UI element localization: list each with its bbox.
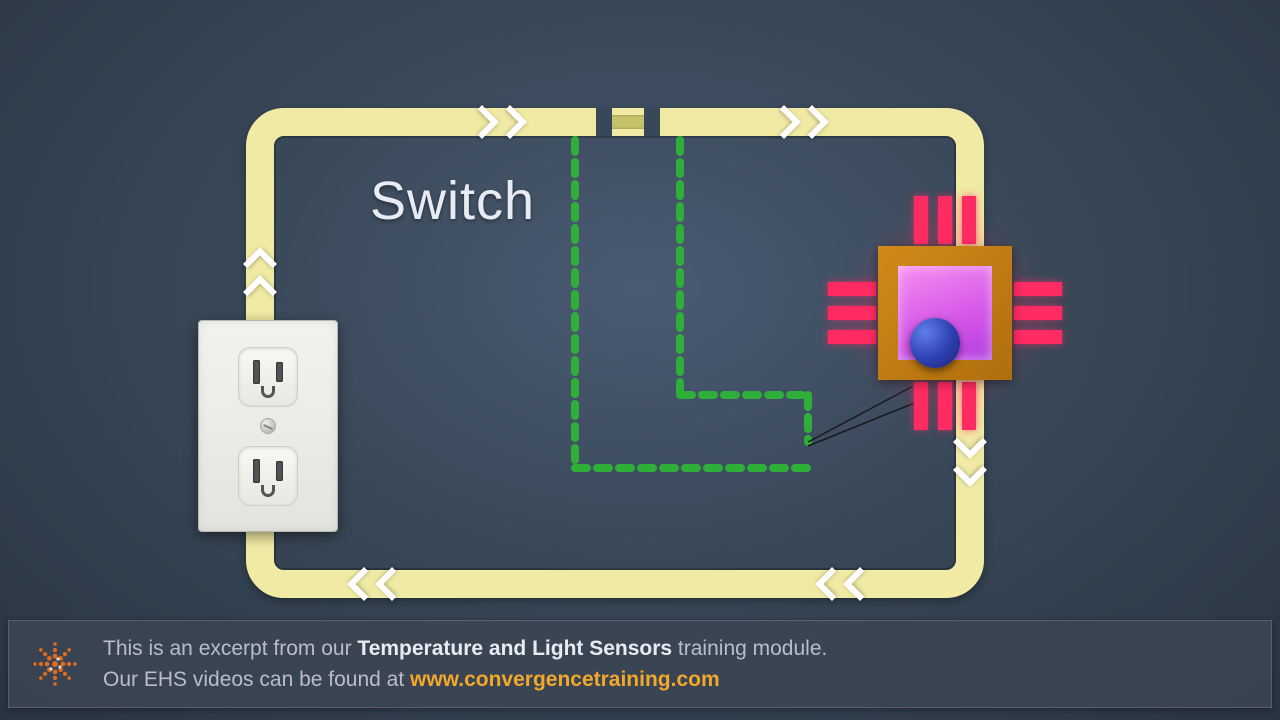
footer-text: This is an excerpt from our Temperature … (103, 633, 827, 696)
outlet-screw (260, 418, 276, 434)
convergence-logo-icon (27, 636, 83, 692)
footer-line2-pre: Our EHS videos can be found at (103, 668, 410, 691)
heater-sensor-icon (870, 238, 1020, 388)
diagram-stage: Switch (0, 0, 1280, 720)
footer-line1-pre: This is an excerpt from our (103, 637, 357, 660)
switch-bridge (608, 115, 648, 129)
footer-url: www.convergencetraining.com (410, 668, 720, 691)
switch-gap (598, 108, 658, 136)
outlet-socket-bottom (238, 446, 298, 506)
footer-line1-bold: Temperature and Light Sensors (357, 637, 672, 660)
footer-line1-post: training module. (672, 637, 827, 660)
power-outlet-icon (198, 320, 338, 532)
outlet-socket-top (238, 347, 298, 407)
footer-banner: This is an excerpt from our Temperature … (8, 620, 1272, 708)
switch-label: Switch (370, 170, 535, 232)
